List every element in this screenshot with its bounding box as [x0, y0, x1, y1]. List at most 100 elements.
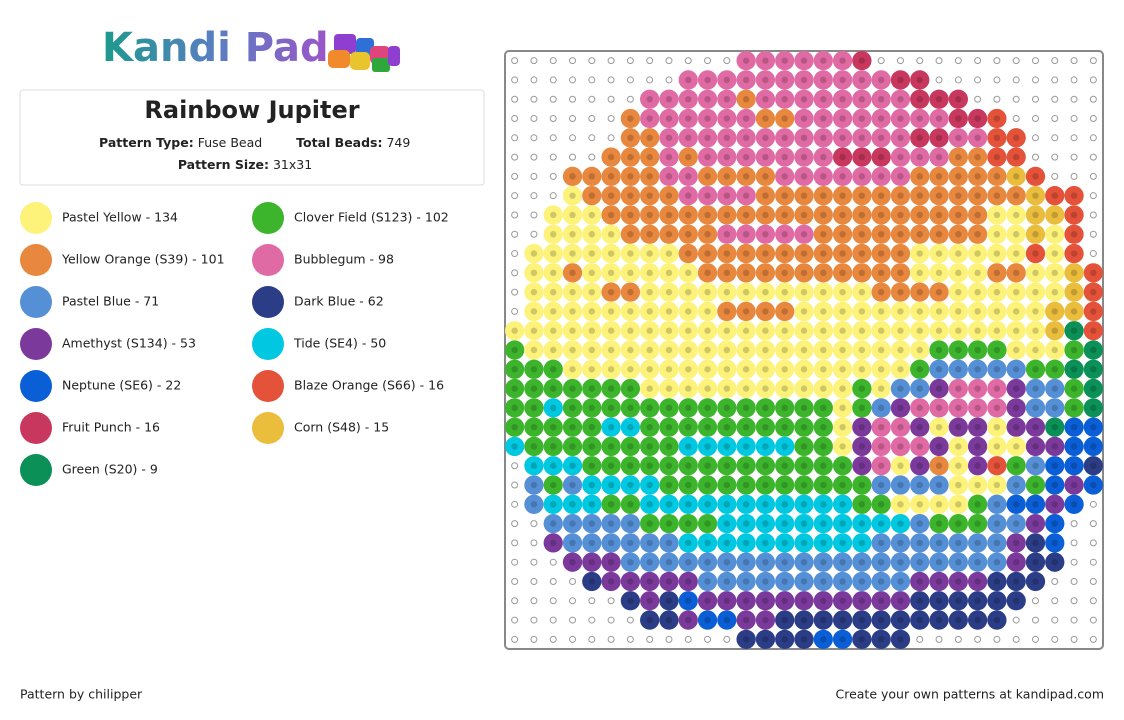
bead [1025, 436, 1046, 457]
bead [910, 263, 930, 283]
bead-hole [665, 462, 673, 469]
bead-hole [627, 327, 634, 334]
bead [871, 108, 891, 129]
bead [775, 475, 795, 495]
legend-swatch [20, 454, 52, 486]
bead-hole [588, 346, 596, 354]
bead [987, 301, 1007, 322]
peg [723, 635, 731, 643]
bead-hole [588, 211, 596, 219]
bead-hole [781, 269, 788, 277]
bead-hole [877, 462, 885, 469]
peg [1089, 115, 1097, 123]
bead-hole [723, 211, 731, 219]
bead-hole [993, 462, 1001, 469]
promo[interactable]: Create your own patterns at kandipad.com [835, 687, 1104, 702]
bead-hole [839, 173, 846, 180]
bead [910, 340, 930, 360]
bead [1064, 205, 1084, 225]
bead-hole [955, 327, 962, 334]
bead-hole [877, 192, 885, 199]
bead-hole [955, 616, 962, 624]
bead [736, 70, 756, 90]
bead [1025, 359, 1046, 379]
bead [1006, 147, 1026, 167]
info-value: Fuse Bead [198, 135, 262, 150]
peg [1051, 95, 1059, 103]
legend-swatch [20, 286, 52, 318]
bead-hole [742, 308, 750, 315]
peg [569, 115, 577, 123]
bead [948, 340, 968, 360]
bead-hole [1032, 211, 1039, 219]
bead [1006, 128, 1026, 148]
peg [569, 597, 577, 605]
bead-hole [646, 501, 653, 508]
bead-hole [530, 366, 538, 373]
bead [890, 282, 911, 302]
legend-label: Neptune (SE6) - 22 [62, 378, 181, 393]
bead [1025, 186, 1046, 206]
info-value: 31x31 [273, 157, 312, 172]
bead-hole [762, 269, 769, 277]
bead-hole [858, 231, 866, 238]
bead-hole [935, 404, 943, 412]
bead [775, 243, 795, 264]
logo[interactable]: Kandi Pad [102, 25, 329, 71]
bead [794, 224, 814, 244]
bead-hole [800, 115, 808, 122]
bead-hole [877, 366, 885, 373]
bead [620, 282, 641, 302]
peg [588, 134, 596, 142]
bead-hole [858, 501, 866, 508]
bead-hole [820, 269, 827, 277]
bead-hole [800, 153, 808, 161]
bead-hole [762, 57, 769, 64]
bead-hole [955, 404, 962, 412]
bead-hole [897, 539, 904, 547]
bead [852, 321, 872, 341]
bead-hole [627, 385, 634, 392]
bead [736, 591, 756, 611]
legend-label: Bubblegum - 98 [294, 252, 394, 267]
bead-hole [955, 346, 962, 354]
bead-hole [685, 578, 692, 585]
bead [717, 301, 737, 322]
bead-hole [955, 192, 962, 199]
bead-hole [530, 250, 538, 257]
bead-hole [897, 173, 904, 180]
bead [640, 571, 660, 592]
peg [511, 539, 519, 547]
bead [601, 263, 621, 283]
bead-hole [704, 115, 711, 122]
bead [755, 166, 776, 187]
bead [601, 321, 621, 341]
bead [717, 571, 737, 592]
bead-hole [569, 501, 576, 508]
bead [755, 456, 776, 476]
bead [948, 224, 968, 244]
bead-hole [800, 366, 808, 373]
bead-hole [935, 616, 943, 624]
bead [929, 417, 949, 437]
bead-hole [550, 269, 557, 277]
bead [755, 533, 776, 553]
bead-hole [646, 231, 653, 238]
bead [543, 513, 563, 534]
bead-hole [974, 288, 981, 296]
info-line: Pattern Type: Fuse Bead Total Beads: 749 [99, 135, 410, 150]
bead-hole [704, 134, 711, 142]
bead [620, 475, 641, 495]
credit: Pattern by chilipper [20, 687, 143, 702]
bead [717, 147, 737, 167]
bead [659, 571, 679, 592]
bead [755, 513, 776, 534]
bead [678, 224, 698, 244]
bead-hole [820, 153, 827, 161]
bead-hole [742, 288, 750, 296]
legend-swatch [252, 412, 284, 444]
bead-hole [646, 385, 653, 392]
bead [813, 340, 833, 360]
peg [607, 76, 615, 84]
bead-hole [762, 616, 769, 624]
